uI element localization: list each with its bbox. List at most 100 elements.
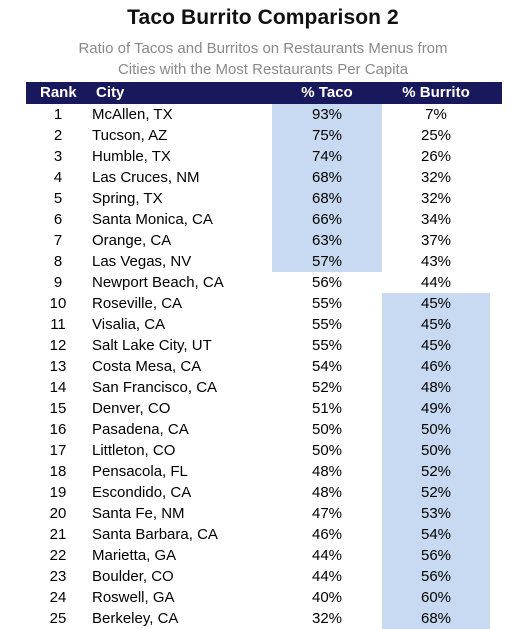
burrito-percent-cell: 50%: [382, 440, 490, 461]
rank-cell: 4: [53, 169, 63, 186]
table-row: 4 Las Cruces, NM 68% 32%: [26, 167, 502, 188]
rank-cell: 24: [49, 589, 67, 606]
table-row: 19 Escondido, CA 48% 52%: [26, 482, 502, 503]
city-cell: Denver, CO: [92, 400, 171, 417]
rank-cell: 7: [53, 232, 63, 249]
city-cell: Pasadena, CA: [92, 421, 189, 438]
taco-percent-cell: 48%: [311, 463, 343, 480]
burrito-percent-cell: 45%: [382, 314, 490, 335]
table-row: 12 Salt Lake City, UT 55% 45%: [26, 335, 502, 356]
table-row: 22 Marietta, GA 44% 56%: [26, 545, 502, 566]
city-cell: Roswell, GA: [92, 589, 175, 606]
table-row: 24 Roswell, GA 40% 60%: [26, 587, 502, 608]
header-burrito: % Burrito: [402, 84, 470, 101]
city-cell: Newport Beach, CA: [92, 274, 224, 291]
rank-cell: 18: [49, 463, 67, 480]
city-cell: Tucson, AZ: [92, 127, 168, 144]
taco-percent-cell: 55%: [311, 316, 343, 333]
taco-percent-cell: 56%: [311, 274, 343, 291]
table-row: 15 Denver, CO 51% 49%: [26, 398, 502, 419]
taco-percent-cell: 51%: [311, 400, 343, 417]
table-row: 6 Santa Monica, CA 66% 34%: [26, 209, 502, 230]
taco-percent-cell: 46%: [311, 526, 343, 543]
burrito-percent-cell: 43%: [420, 253, 452, 270]
header-city: City: [96, 84, 125, 101]
burrito-percent-cell: 32%: [420, 190, 452, 207]
table-body: 1 McAllen, TX 93% 7% 2 Tucson, AZ 75% 25% 3 Humbl…: [26, 104, 502, 629]
rank-cell: 3: [53, 148, 63, 165]
city-cell: Spring, TX: [92, 190, 163, 207]
burrito-percent-cell: 45%: [382, 335, 490, 356]
rank-cell: 13: [49, 358, 67, 375]
table-row: 8 Las Vegas, NV 57% 43%: [26, 251, 502, 272]
header-taco: % Taco: [301, 84, 353, 101]
table-row: 16 Pasadena, CA 50% 50%: [26, 419, 502, 440]
burrito-percent-cell: 68%: [382, 608, 490, 629]
taco-percent-cell: 93%: [272, 104, 382, 125]
taco-percent-cell: 68%: [272, 188, 382, 209]
table-row: 25 Berkeley, CA 32% 68%: [26, 608, 502, 629]
burrito-percent-cell: 26%: [420, 148, 452, 165]
taco-percent-cell: 74%: [272, 146, 382, 167]
burrito-percent-cell: 54%: [382, 524, 490, 545]
taco-percent-cell: 44%: [311, 568, 343, 585]
table-row: 2 Tucson, AZ 75% 25%: [26, 125, 502, 146]
rank-cell: 8: [53, 253, 63, 270]
city-cell: Pensacola, FL: [92, 463, 188, 480]
burrito-percent-cell: 48%: [382, 377, 490, 398]
chart-title: Taco Burrito Comparison 2: [127, 6, 399, 29]
taco-percent-cell: 55%: [311, 337, 343, 354]
rank-cell: 19: [49, 484, 67, 501]
comparison-table: Rank City % Taco % Burrito 1 McAllen, TX 9…: [26, 82, 502, 629]
city-cell: Escondido, CA: [92, 484, 192, 501]
table-row: 5 Spring, TX 68% 32%: [26, 188, 502, 209]
city-cell: McAllen, TX: [92, 106, 173, 123]
rank-cell: 9: [53, 274, 63, 291]
taco-percent-cell: 50%: [311, 442, 343, 459]
burrito-percent-cell: 46%: [382, 356, 490, 377]
rank-cell: 14: [49, 379, 67, 396]
city-cell: Salt Lake City, UT: [92, 337, 212, 354]
rank-cell: 5: [53, 190, 63, 207]
chart-subtitle: Ratio of Tacos and Burritos on Restauran…: [40, 38, 486, 80]
city-cell: Humble, TX: [92, 148, 171, 165]
city-cell: Santa Fe, NM: [92, 505, 185, 522]
rank-cell: 1: [53, 106, 63, 123]
rank-cell: 11: [50, 316, 66, 333]
city-cell: Las Vegas, NV: [92, 253, 192, 270]
taco-percent-cell: 48%: [311, 484, 343, 501]
table-header: Rank City % Taco % Burrito: [26, 82, 502, 104]
taco-percent-cell: 44%: [311, 547, 343, 564]
burrito-percent-cell: 56%: [382, 545, 490, 566]
table-row: 7 Orange, CA 63% 37%: [26, 230, 502, 251]
rank-cell: 2: [53, 127, 63, 144]
rank-cell: 17: [49, 442, 67, 459]
chart-subtitle-line-1: Ratio of Tacos and Burritos on Restauran…: [78, 40, 448, 57]
table-row: 20 Santa Fe, NM 47% 53%: [26, 503, 502, 524]
rank-cell: 6: [53, 211, 63, 228]
city-cell: Costa Mesa, CA: [92, 358, 202, 375]
burrito-percent-cell: 52%: [382, 482, 490, 503]
burrito-percent-cell: 25%: [420, 127, 452, 144]
taco-percent-cell: 32%: [311, 610, 343, 627]
taco-percent-cell: 57%: [272, 251, 382, 272]
city-cell: San Francisco, CA: [92, 379, 218, 396]
rank-cell: 21: [49, 526, 67, 543]
table-row: 18 Pensacola, FL 48% 52%: [26, 461, 502, 482]
city-cell: Santa Monica, CA: [92, 211, 213, 228]
burrito-percent-cell: 44%: [420, 274, 452, 291]
table-row: 21 Santa Barbara, CA 46% 54%: [26, 524, 502, 545]
burrito-percent-cell: 52%: [382, 461, 490, 482]
table-row: 13 Costa Mesa, CA 54% 46%: [26, 356, 502, 377]
rank-cell: 10: [49, 295, 67, 312]
city-cell: Santa Barbara, CA: [92, 526, 218, 543]
burrito-percent-cell: 50%: [382, 419, 490, 440]
taco-percent-cell: 66%: [272, 209, 382, 230]
city-cell: Orange, CA: [92, 232, 172, 249]
city-cell: Las Cruces, NM: [92, 169, 200, 186]
city-cell: Berkeley, CA: [92, 610, 179, 627]
taco-percent-cell: 50%: [311, 421, 343, 438]
rank-cell: 25: [49, 610, 67, 627]
burrito-percent-cell: 56%: [382, 566, 490, 587]
